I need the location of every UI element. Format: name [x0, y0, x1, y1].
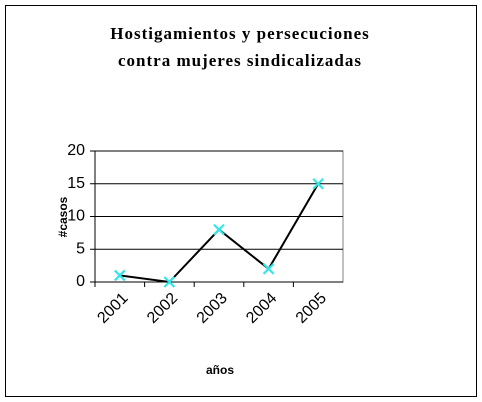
y-tick-label: 0 [76, 273, 85, 290]
marker [213, 223, 225, 236]
marker [163, 276, 176, 288]
marker [312, 177, 324, 190]
y-tick-label: 20 [67, 142, 85, 159]
chart-title: contra mujeres sindicalizadas [118, 51, 362, 70]
marker [262, 263, 275, 275]
marker [114, 269, 126, 282]
y-tick-label: 5 [76, 240, 85, 257]
y-axis-label: #casos [56, 196, 70, 237]
chart-title: Hostigamientos y persecuciones [110, 24, 369, 43]
y-tick-label: 10 [67, 208, 85, 225]
y-tick-label: 15 [67, 175, 85, 192]
x-axis-label: años [206, 363, 234, 377]
